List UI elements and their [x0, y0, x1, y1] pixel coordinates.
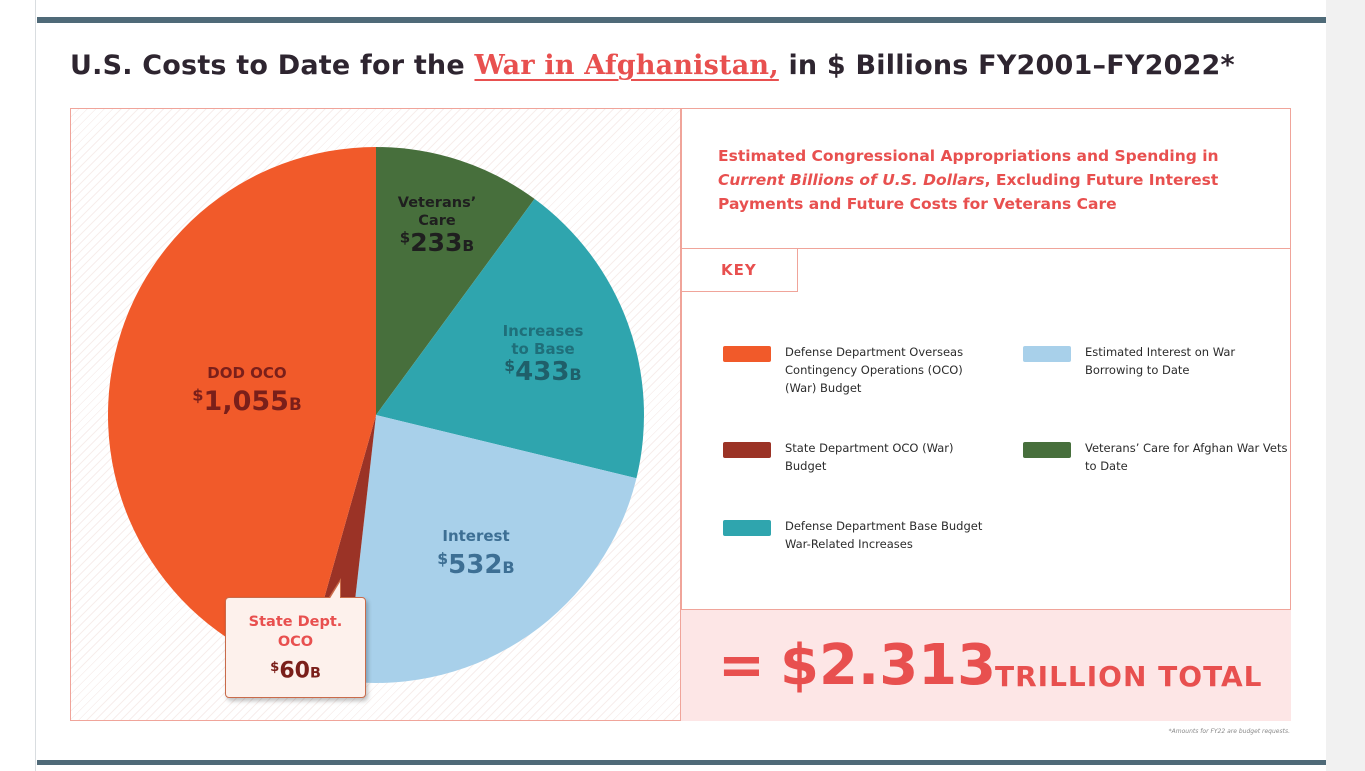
key-box: [681, 249, 798, 292]
legend-text: Defense Department Overseas Contingency …: [785, 345, 964, 395]
key-label: KEY: [721, 261, 757, 279]
callout-pointer-inner: [329, 582, 340, 600]
pie-slice-base: [376, 198, 644, 479]
legend-item-base-increases: Defense Department Base Budget War-Relat…: [723, 517, 990, 553]
pie-slice-interest: [345, 415, 637, 684]
total-equals: =: [718, 633, 765, 698]
callout-currency: $: [270, 660, 280, 675]
slice-label-veterans: Veterans’: [398, 195, 476, 211]
callout-unit: B: [309, 665, 321, 682]
chart-title: U.S. Costs to Date for the War in Afghan…: [70, 50, 1320, 94]
callout-title: State Dept. OCO: [225, 612, 366, 652]
subtitle-divider: [681, 248, 1291, 249]
slice-label-dod: DOD OCO: [207, 364, 286, 382]
total-label: TRILLION TOTAL: [995, 660, 1263, 693]
legend-text: Estimated Interest on War Borrowing to D…: [1085, 345, 1236, 377]
subtitle-line-1: Estimated Congressional Appropriations a…: [718, 147, 1219, 165]
callout-line-2: OCO: [277, 634, 314, 650]
slice-value-interest: $532B: [437, 550, 514, 580]
slice-label-base: Increases: [503, 322, 584, 340]
legend-text: Veterans’ Care for Afghan War Vets to Da…: [1085, 441, 1288, 473]
slice-value-base: $433B: [504, 357, 581, 387]
slice-label-interest: Interest: [442, 527, 509, 545]
total-amount: $2.313: [780, 633, 997, 698]
title-prefix: U.S. Costs to Date for the: [70, 50, 465, 81]
legend-swatch: [1023, 442, 1071, 458]
callout-value: $60B: [225, 654, 366, 688]
subtitle-line-2-italic: Current Billions of U.S. Dollars: [718, 171, 985, 189]
legend-text: State Department OCO (War) Budget: [785, 441, 954, 473]
pie-slice-dod: [107, 147, 376, 673]
callout-line-1: State Dept.: [248, 614, 343, 630]
pie-slice-veterans: [376, 147, 535, 415]
slice-label-veterans: Care: [418, 213, 456, 229]
slice-value-veterans: $233B: [400, 228, 474, 257]
title-highlight-link[interactable]: War in Afghanistan,: [474, 50, 779, 81]
subtitle-line-2-rest: , Excluding Future Interest: [984, 171, 1219, 189]
legend-swatch: [1023, 346, 1071, 362]
legend-item-veterans: Veterans’ Care for Afghan War Vets to Da…: [1023, 439, 1290, 475]
left-gutter: [0, 0, 36, 771]
legend-text: Defense Department Base Budget War-Relat…: [785, 519, 983, 551]
top-rule: [37, 17, 1326, 23]
state-dept-callout: [225, 597, 366, 698]
legend-item-dod-oco: Defense Department Overseas Contingency …: [723, 343, 990, 397]
bottom-rule: [37, 760, 1326, 765]
legend-swatch: [723, 520, 771, 536]
legend-item-state-oco: State Department OCO (War) Budget: [723, 439, 990, 475]
legend-item-interest: Estimated Interest on War Borrowing to D…: [1023, 343, 1290, 379]
subtitle-line-3: Payments and Future Costs for Veterans C…: [718, 195, 1117, 213]
legend-swatch: [723, 346, 771, 362]
total-box: [681, 609, 1291, 721]
slice-label-base: to Base: [511, 340, 574, 358]
title-suffix: in $ Billions FY2001–FY2022*: [788, 50, 1235, 81]
callout-number: 60: [279, 658, 310, 684]
footnote: *Amounts for FY22 are budget requests.: [1168, 728, 1290, 735]
page-scrollbar-track[interactable]: [1326, 0, 1365, 771]
chart-subtitle: Estimated Congressional Appropriations a…: [718, 144, 1258, 216]
legend-swatch: [723, 442, 771, 458]
slice-value-dod: $1,055B: [192, 386, 301, 417]
